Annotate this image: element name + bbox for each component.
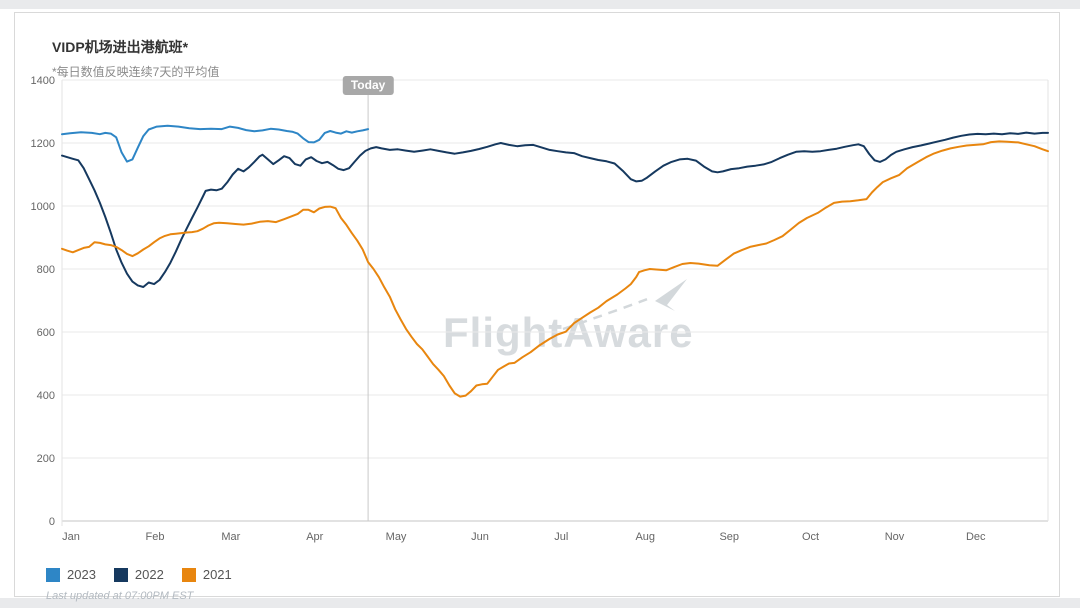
x-axis-label: Mar [221, 531, 240, 543]
x-axis-label: Jul [554, 531, 568, 543]
today-badge: Today [342, 76, 394, 95]
legend-label: 2021 [202, 567, 232, 582]
y-axis-label: 1000 [31, 201, 55, 213]
page-bottom-strip [0, 598, 1080, 608]
y-axis-label: 1200 [31, 138, 55, 150]
x-axis-label: Sep [719, 531, 739, 543]
y-axis-label: 0 [49, 516, 55, 528]
x-axis-label: Aug [635, 531, 655, 543]
legend-swatch-2022 [113, 567, 128, 582]
series-line-2022 [61, 131, 1049, 288]
legend-label: 2022 [134, 567, 164, 582]
series-line-2023 [61, 124, 370, 163]
x-axis-label: Jan [62, 531, 80, 543]
x-axis-label: Feb [145, 531, 164, 543]
legend-label: 2023 [67, 567, 96, 582]
y-axis-label: 200 [37, 453, 55, 465]
chart-legend: 2023 2022 2021 [46, 567, 232, 582]
series-line-2021 [61, 140, 1049, 398]
chart-subtitle: *每日数值反映连续7天的平均值 [52, 65, 220, 79]
page-top-strip [0, 0, 1080, 9]
y-axis-label: 400 [37, 390, 55, 402]
paper-plane-icon [562, 279, 687, 331]
x-axis-label: Apr [306, 531, 323, 543]
y-axis-label: 800 [37, 264, 55, 276]
legend-item-2023: 2023 [46, 567, 96, 582]
x-axis-label: May [386, 531, 407, 543]
x-axis-label: Dec [966, 531, 986, 543]
legend-swatch-2021 [181, 567, 196, 582]
x-axis-label: Jun [471, 531, 489, 543]
chart-title: VIDP机场进出港航班* [52, 39, 189, 55]
x-axis-label: Oct [802, 531, 819, 543]
legend-item-2022: 2022 [113, 567, 164, 582]
x-axis-label: Nov [885, 531, 905, 543]
legend-swatch-2023 [46, 567, 60, 582]
chart-card: VIDP机场进出港航班* *每日数值反映连续7天的平均值 FlightAware… [14, 12, 1060, 602]
last-updated-text: Last updated at 07:00PM EST [46, 590, 194, 602]
legend-item-2021: 2021 [181, 567, 232, 582]
y-axis-label: 600 [37, 327, 55, 339]
y-axis-label: 1400 [31, 75, 55, 87]
